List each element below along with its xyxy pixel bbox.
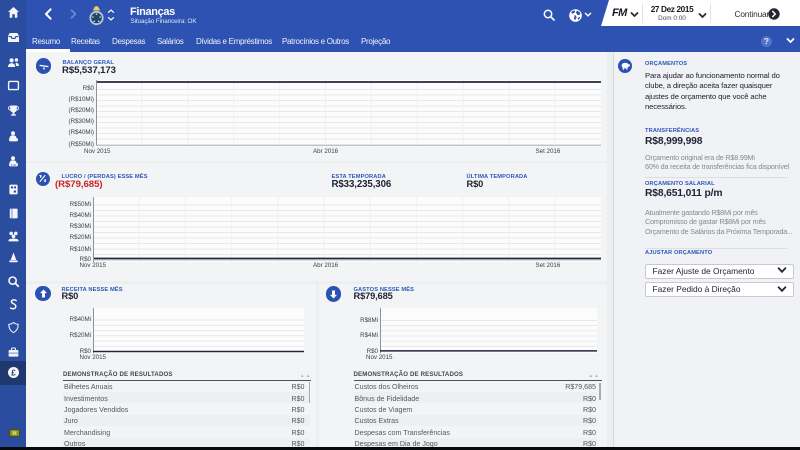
- svg-text:5-20: 5-20: [10, 163, 16, 167]
- svg-text:£: £: [11, 368, 16, 377]
